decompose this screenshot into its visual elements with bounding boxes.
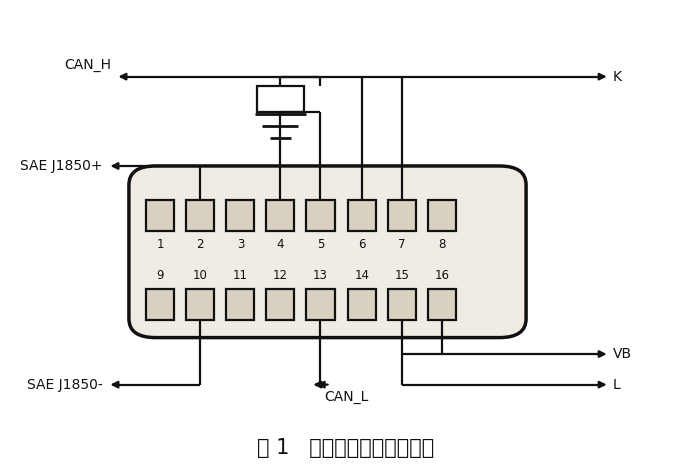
- Bar: [388, 200, 416, 231]
- Bar: [428, 289, 456, 320]
- Bar: [257, 86, 304, 112]
- Bar: [226, 200, 255, 231]
- Text: CAN_L: CAN_L: [324, 390, 368, 404]
- Text: K: K: [613, 70, 622, 84]
- Text: SAE J1850-: SAE J1850-: [27, 377, 103, 392]
- Text: 5: 5: [317, 238, 324, 251]
- Bar: [146, 289, 174, 320]
- Bar: [428, 200, 456, 231]
- Bar: [266, 200, 294, 231]
- Text: 7: 7: [398, 238, 406, 251]
- Text: 16: 16: [434, 269, 449, 282]
- Text: SAE J1850+: SAE J1850+: [20, 159, 103, 173]
- Text: 14: 14: [354, 269, 369, 282]
- Bar: [266, 289, 294, 320]
- Text: 4: 4: [276, 238, 284, 251]
- Bar: [226, 289, 255, 320]
- Text: 2: 2: [197, 238, 204, 251]
- Bar: [146, 200, 174, 231]
- Bar: [187, 289, 215, 320]
- Text: 1: 1: [157, 238, 164, 251]
- Text: 6: 6: [358, 238, 366, 251]
- Text: CAN_H: CAN_H: [64, 58, 111, 72]
- Text: L: L: [613, 377, 620, 392]
- Text: 3: 3: [237, 238, 244, 251]
- FancyBboxPatch shape: [129, 166, 526, 338]
- Text: 9: 9: [157, 269, 164, 282]
- Bar: [348, 200, 376, 231]
- Text: 8: 8: [439, 238, 445, 251]
- Text: 15: 15: [394, 269, 409, 282]
- Bar: [348, 289, 376, 320]
- Bar: [187, 200, 215, 231]
- Text: 图 1   诊断连接器的引脚配置: 图 1 诊断连接器的引脚配置: [257, 438, 434, 457]
- Bar: [388, 289, 416, 320]
- Text: 12: 12: [273, 269, 288, 282]
- Text: 13: 13: [313, 269, 328, 282]
- Bar: [306, 200, 334, 231]
- Text: VB: VB: [613, 347, 632, 361]
- Text: 11: 11: [233, 269, 248, 282]
- Text: 10: 10: [193, 269, 208, 282]
- Bar: [306, 289, 334, 320]
